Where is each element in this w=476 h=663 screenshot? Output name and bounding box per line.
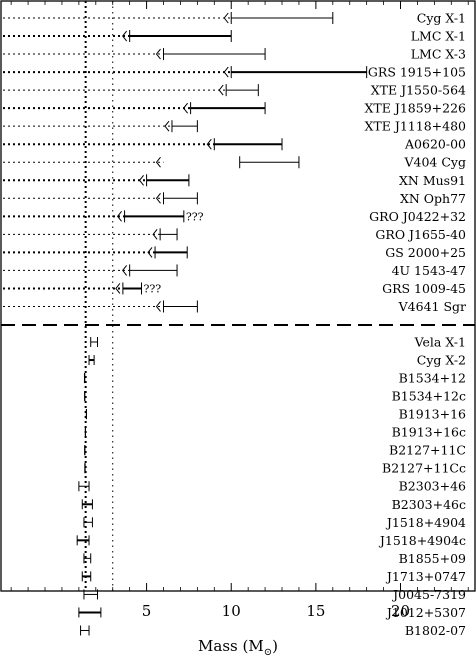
object-label: B2303+46	[399, 479, 466, 494]
object-label: LMC X-3	[411, 47, 466, 62]
limit-arrow	[122, 30, 128, 42]
x-tick-label: 20	[391, 602, 410, 620]
object-label: XN Mus91	[399, 173, 466, 188]
limit-arrow	[138, 174, 144, 186]
limit-arrow	[218, 84, 224, 96]
object-label: XTE J1859+226	[365, 101, 467, 116]
object-label: LMC X-1	[411, 29, 466, 44]
object-label: B1913+16c	[392, 425, 466, 440]
plot-frame	[0, 0, 476, 592]
limit-arrow	[155, 48, 161, 60]
object-label: V404 Cyg	[404, 155, 467, 170]
x-axis-title: Mass (M⊙)	[198, 637, 278, 658]
uncertain-note: ???	[186, 210, 204, 223]
limit-arrow	[164, 120, 170, 132]
object-label: GRO J1655-40	[375, 227, 466, 242]
object-label: J1518+4904	[385, 515, 466, 530]
object-label: 4U 1543-47	[392, 263, 466, 278]
object-label: XTE J1118+480	[365, 119, 467, 134]
object-labels: Cyg X-1 LMC X-1 LMC X-3 GRS 1915+105 XTE J15…	[144, 11, 467, 638]
limit-arrow	[206, 138, 212, 150]
limit-arrow	[152, 229, 158, 240]
object-label: Vela X-1	[414, 335, 466, 350]
object-label: GRS 1915+105	[368, 65, 466, 80]
limit-arrow	[155, 156, 161, 168]
data-marks	[3, 12, 368, 636]
object-label: B1534+12	[399, 371, 466, 386]
object-label: B2303+46c	[392, 497, 466, 512]
object-label: B2127+11C	[389, 443, 466, 458]
limit-arrow	[155, 301, 161, 312]
x-axis: 5 10 15 20	[10, 1, 469, 620]
limit-arrow	[223, 12, 229, 24]
x-tick-label: 5	[142, 602, 152, 620]
object-label: J1713+0747	[385, 569, 466, 584]
object-label: B1913+16	[399, 407, 466, 422]
object-label: B1802-07	[405, 623, 466, 638]
limit-arrow	[122, 265, 128, 276]
limit-arrow	[223, 66, 229, 78]
object-label: J1012+5307	[385, 605, 466, 620]
object-label: Cyg X-2	[417, 353, 466, 368]
limit-arrow	[147, 247, 153, 258]
x-tick-label: 10	[222, 602, 241, 620]
object-label: XTE J1550-564	[371, 83, 466, 98]
object-label: B1855+09	[399, 551, 466, 566]
object-label: J1518+4904c	[378, 533, 466, 548]
limit-arrow	[116, 211, 122, 222]
uncertain-note: ???	[144, 282, 162, 295]
object-label: GS 2000+25	[385, 245, 466, 260]
object-label: B1534+12c	[392, 389, 466, 404]
object-label: Cyg X-1	[417, 11, 466, 26]
x-tick-label: 15	[306, 602, 325, 620]
object-label: XN Oph77	[400, 191, 466, 206]
reference-lines	[84, 1, 114, 591]
object-label: A0620-00	[404, 137, 466, 152]
object-label: V4641 Sgr	[398, 299, 466, 314]
object-label: B2127+11Cc	[382, 461, 466, 476]
object-label: GRS 1009-45	[382, 281, 466, 296]
object-label: J0045-7319	[391, 587, 466, 602]
limit-arrow	[155, 192, 161, 204]
object-label: GRO J0422+32	[369, 209, 466, 224]
limit-arrow	[115, 283, 121, 294]
limit-arrow	[182, 102, 188, 114]
